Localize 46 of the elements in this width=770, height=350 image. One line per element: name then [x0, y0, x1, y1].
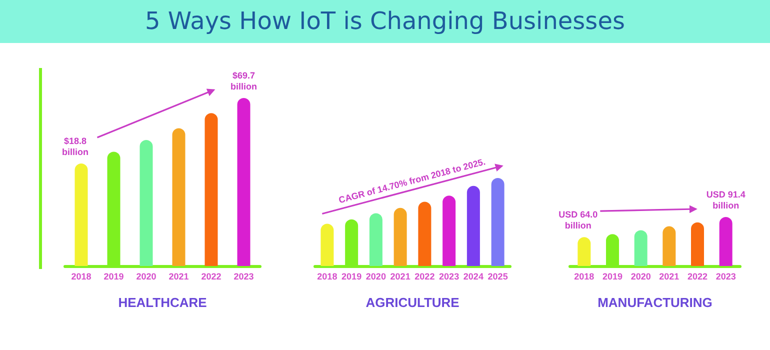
- bar: [320, 224, 334, 266]
- x-tick-label: 2024: [463, 272, 484, 282]
- annotation: CAGR of 14.70% from 2018 to 2025.: [338, 156, 486, 206]
- x-tick-label: 2021: [390, 272, 410, 282]
- x-tick-label: 2023: [716, 272, 736, 282]
- x-tick-label: 2021: [659, 272, 680, 282]
- bar: [74, 164, 88, 266]
- bar: [634, 230, 648, 266]
- x-tick-label: 2018: [574, 272, 594, 282]
- bar: [691, 222, 704, 266]
- x-tick-label: 2023: [234, 272, 254, 282]
- bar: [719, 217, 732, 266]
- x-tick-label: 2019: [342, 272, 362, 282]
- bar: [442, 196, 456, 266]
- x-axis-title: MANUFACTURING: [598, 295, 712, 310]
- bar: [369, 213, 382, 266]
- bar: [172, 128, 186, 266]
- bar: [491, 178, 504, 266]
- x-tick-label: 2018: [71, 272, 92, 282]
- x-tick-label: 2018: [317, 272, 338, 282]
- annotation: USD 91.4 billion: [706, 190, 746, 210]
- annotation: USD 64.0 billion: [558, 210, 598, 231]
- x-tick-label: 2019: [602, 272, 623, 282]
- x-tick-label: 2021: [168, 272, 189, 282]
- annotation: $69.7 billion: [230, 70, 257, 92]
- x-axis-title: HEALTHCARE: [118, 295, 208, 310]
- x-tick-label: 2020: [366, 272, 386, 282]
- x-tick-label: 2023: [439, 272, 460, 282]
- bar: [418, 202, 432, 266]
- x-axis-title: AGRICULTURE: [366, 295, 460, 310]
- annotation: $18.8 billion: [62, 136, 88, 158]
- bar: [140, 140, 153, 266]
- x-tick-label: 2022: [687, 272, 708, 282]
- x-tick-label: 2019: [104, 272, 124, 282]
- x-tick-label: 2022: [414, 272, 435, 282]
- bar: [204, 113, 218, 266]
- bar: [578, 237, 591, 266]
- bar: [237, 98, 250, 266]
- x-tick-label: 2022: [201, 272, 222, 282]
- text: 5 Ways How IoT is Changing Businesses: [0, 0, 770, 43]
- x-tick-label: 2020: [136, 272, 156, 282]
- x-tick-label: 2020: [630, 272, 651, 282]
- x-tick-label: 2025: [488, 272, 508, 282]
- bar: [394, 208, 407, 266]
- bar: [466, 186, 480, 266]
- bar: [662, 226, 676, 266]
